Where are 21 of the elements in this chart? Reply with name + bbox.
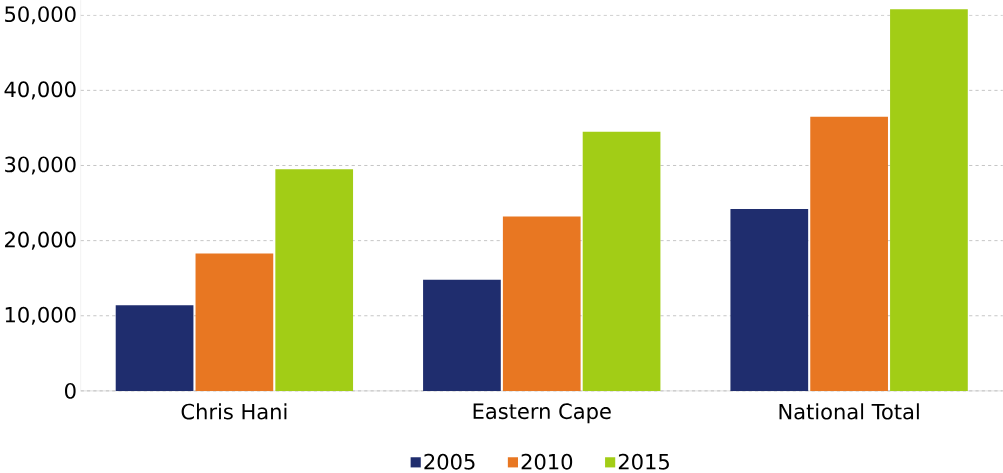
y-tick-label: 50,000	[5, 6, 76, 25]
x-tick-label: Chris Hani	[181, 403, 287, 420]
y-tick-label: 0	[65, 382, 76, 399]
bar	[502, 216, 581, 391]
y-tick-label: 30,000	[5, 156, 76, 175]
bar	[890, 9, 968, 391]
y-tick-label: 10,000	[5, 306, 76, 325]
bar	[810, 116, 888, 391]
legend-label: 2005	[424, 453, 475, 470]
y-tick-label: 40,000	[4, 81, 76, 100]
x-tick-label: Eastern Cape	[473, 403, 611, 424]
bar	[115, 305, 194, 391]
bar	[275, 169, 354, 391]
legend-label: 2010	[521, 453, 573, 470]
legend-label: 2015	[618, 453, 669, 470]
y-tick-label: 20,000	[5, 231, 76, 250]
bar	[582, 131, 661, 391]
bar	[195, 253, 274, 391]
bar	[730, 209, 809, 391]
x-tick-label: National Total	[779, 403, 919, 420]
bar	[423, 279, 501, 391]
